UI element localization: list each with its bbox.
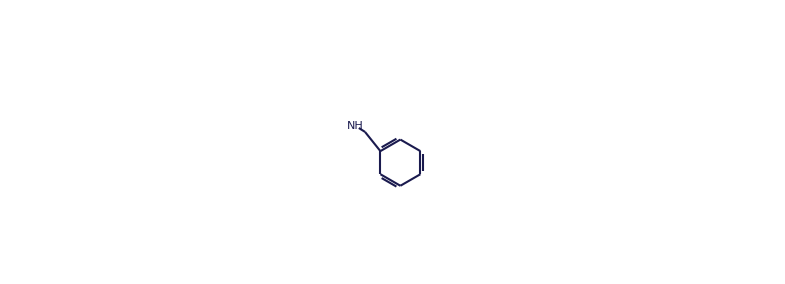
Text: NH: NH — [347, 122, 363, 131]
